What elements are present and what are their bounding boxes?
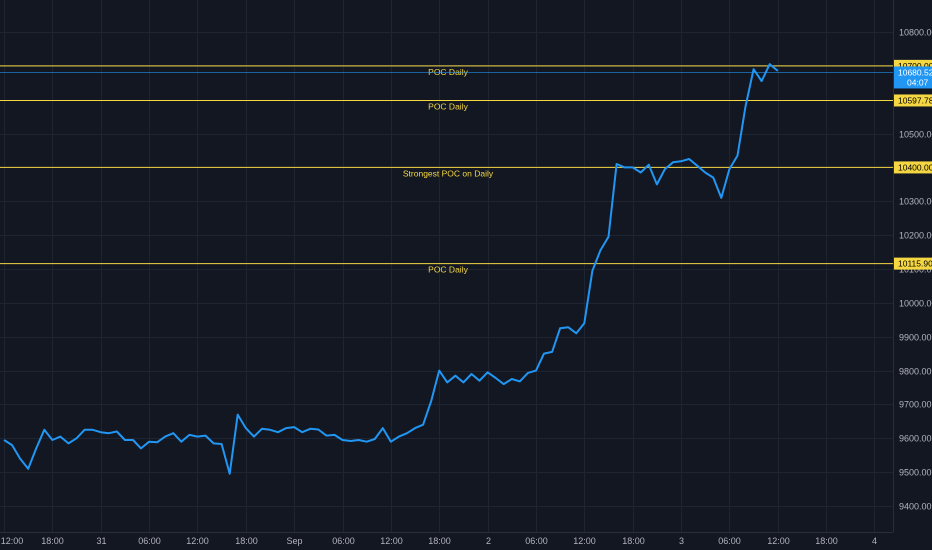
x-tick-label: 12:00 [380, 536, 403, 546]
y-tick-label: 10200.00 [899, 231, 932, 241]
poc-line-label: Strongest POC on Daily [403, 168, 494, 178]
x-tick-label: 12:00 [573, 536, 596, 546]
x-tick-label: 12:00 [1, 536, 24, 546]
x-tick-label: 06:00 [332, 536, 355, 546]
x-tick-label: 2 [486, 536, 491, 546]
poc-line-label: POC Daily [428, 67, 468, 77]
x-tick-label: 18:00 [41, 536, 64, 546]
y-tick-label: 10300.00 [899, 197, 932, 207]
time-axis[interactable]: 12:00 18:00 31 06:00 12:00 18:00 Sep 06:00 12:00… [1, 536, 877, 546]
x-tick-label: 06:00 [718, 536, 741, 546]
x-tick-label: 3 [679, 536, 684, 546]
y-tick-label: 10500.00 [899, 130, 932, 140]
y-tick-label: 9500.00 [899, 468, 932, 478]
x-tick-label: 12:00 [186, 536, 209, 546]
y-tick-label: 9700.00 [899, 400, 932, 410]
y-tick-label: 9400.00 [899, 502, 932, 512]
y-tick-label: 10800.00 [899, 28, 932, 38]
y-tick-label: 9600.00 [899, 434, 932, 444]
x-tick-label: 18:00 [622, 536, 645, 546]
series-layer [3, 63, 779, 475]
x-tick-label: Sep [286, 536, 302, 546]
grid [0, 0, 893, 532]
horizontal-lines: POC Daily POC Daily Strongest POC on Daily… [0, 65, 893, 275]
price-tags: 10700.00 10597.78 10400.00 10115.90 10680.52… [894, 59, 932, 270]
current-price-countdown: 04:07 [907, 77, 929, 87]
x-tick-label: 06:00 [525, 536, 548, 546]
poc-line-label: POC Daily [428, 101, 468, 111]
x-tick-label: 18:00 [428, 536, 451, 546]
y-tick-label: 10000.00 [899, 299, 932, 309]
poc-price-tag-text: 10597.78 [898, 95, 932, 105]
poc-price-tag-text: 10700.00 [898, 61, 932, 71]
x-tick-label: 06:00 [138, 536, 161, 546]
poc-price-tag [894, 161, 932, 174]
poc-price-tag [894, 94, 932, 107]
poc-price-tag [894, 257, 932, 270]
price-series-line[interactable] [3, 63, 779, 475]
x-tick-label: 12:00 [767, 536, 790, 546]
current-price-tag-text: 10680.52 [898, 67, 932, 77]
poc-price-tag-text: 10115.90 [898, 259, 932, 269]
y-tick-label: 9800.00 [899, 367, 932, 377]
x-tick-label: 18:00 [815, 536, 838, 546]
poc-price-tag-text: 10400.00 [898, 162, 932, 172]
poc-line-label: POC Daily [428, 265, 468, 275]
x-tick-label: 18:00 [235, 536, 258, 546]
current-price-tag [894, 66, 932, 89]
x-tick-label: 4 [872, 536, 877, 546]
y-tick-label: 9900.00 [899, 333, 932, 343]
x-tick-label: 31 [96, 536, 106, 546]
